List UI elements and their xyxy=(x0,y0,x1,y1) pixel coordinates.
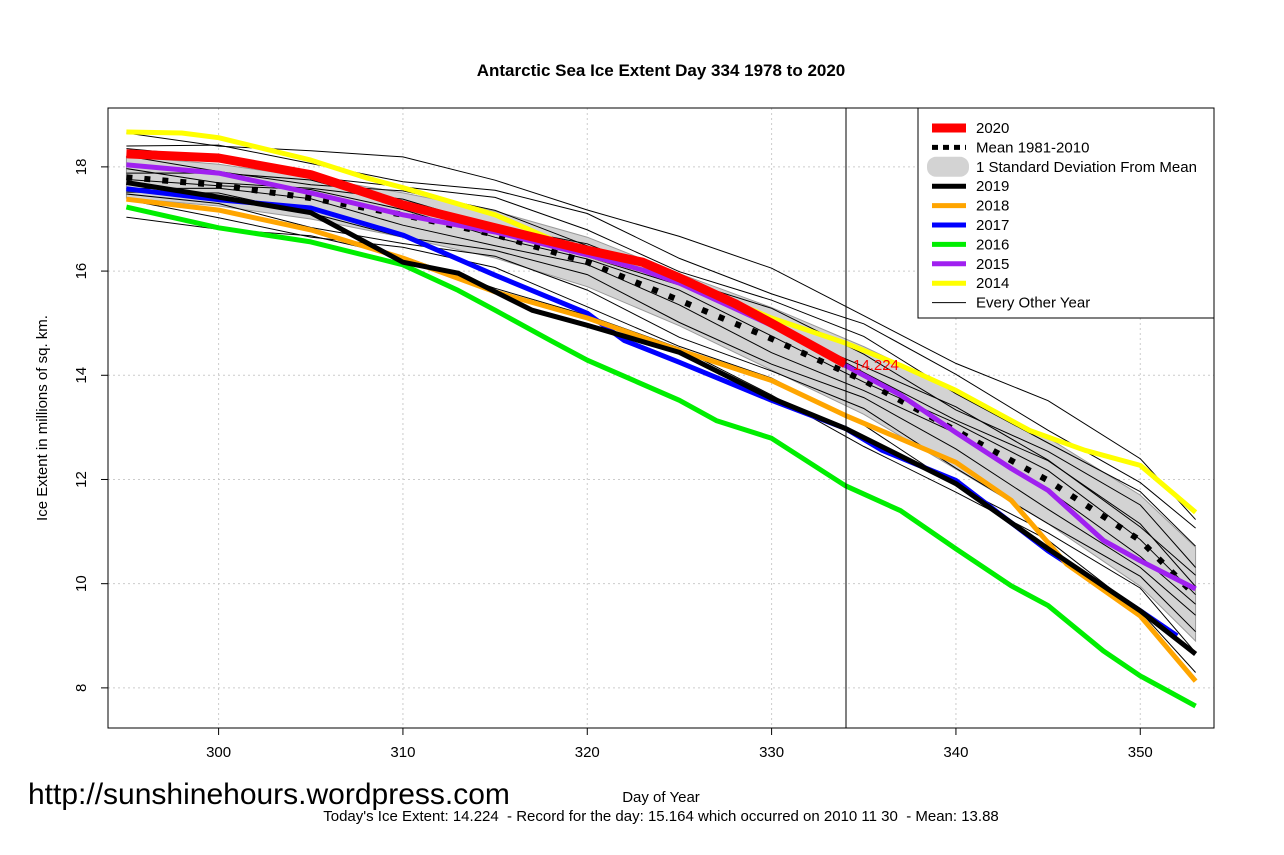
plot-frame xyxy=(107,107,1215,729)
other-year-line xyxy=(126,132,1196,520)
x-tick-label: 340 xyxy=(943,744,968,761)
y-tick-label: 12 xyxy=(73,471,90,488)
legend-label: 2019 xyxy=(976,178,1009,195)
watermark-url: http://sunshinehours.wordpress.com xyxy=(28,778,510,811)
legend-label: 2018 xyxy=(976,198,1009,215)
legend-swatch-band xyxy=(927,156,969,177)
footer-summary: Today's Ice Extent: 14.224 - Record for … xyxy=(323,808,999,825)
x-tick-label: 350 xyxy=(1128,744,1153,761)
mean-line xyxy=(126,174,1198,598)
legend-label: Mean 1981-2010 xyxy=(976,139,1089,156)
annotation-today-value: 14.224 xyxy=(853,357,899,374)
legend-label: 2017 xyxy=(976,217,1009,234)
series-line-2019 xyxy=(126,180,1198,656)
legend: 2020 Mean 1981-2010 1 Standard Deviation F… xyxy=(917,107,1215,319)
x-tick-label: 320 xyxy=(575,744,600,761)
x-axis-label: Day of Year xyxy=(622,789,700,806)
y-tick-label: 18 xyxy=(73,159,90,176)
x-tick-label: 330 xyxy=(759,744,784,761)
legend-label: 1 Standard Deviation From Mean xyxy=(976,159,1197,176)
y-tick-label: 10 xyxy=(73,575,90,592)
other-year-line xyxy=(126,144,1196,529)
legend-label: 2014 xyxy=(976,275,1009,292)
std-dev-band xyxy=(125,155,1197,643)
other-year-line xyxy=(126,199,1196,653)
legend-label: Every Other Year xyxy=(976,295,1090,312)
y-tick-label: 14 xyxy=(73,367,90,384)
series-line-2020 xyxy=(126,149,848,368)
legend-label: 2020 xyxy=(976,120,1009,137)
y-tick-label: 16 xyxy=(73,263,90,280)
x-tick-label: 310 xyxy=(390,744,415,761)
y-tick-label: 8 xyxy=(73,684,90,692)
legend-label: 2016 xyxy=(976,236,1009,253)
y-axis-label: Ice Extent in millions of sq. km. xyxy=(34,315,51,521)
x-tick-label: 300 xyxy=(206,744,231,761)
legend-label: 2015 xyxy=(976,256,1009,273)
series-line-2016 xyxy=(125,204,1197,709)
other-year-line xyxy=(126,178,1196,596)
chart-title: Antarctic Sea Ice Extent Day 334 1978 to… xyxy=(477,61,846,80)
